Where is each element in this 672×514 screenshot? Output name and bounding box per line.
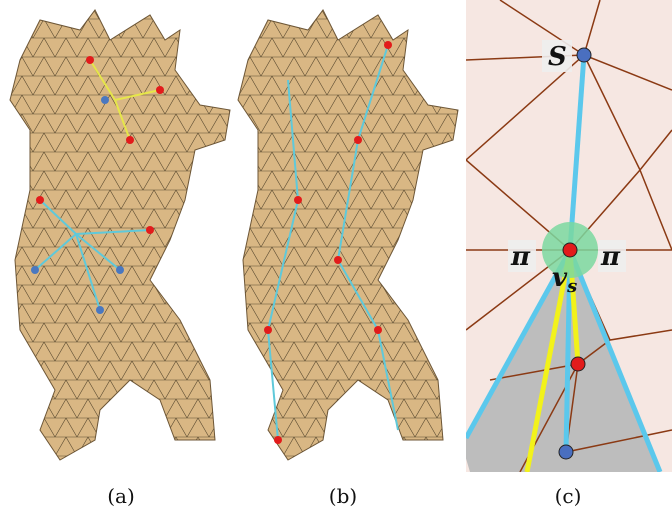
angle-label: π	[600, 242, 621, 272]
page: S π π vs (a) (b) (c) (() => { const data…	[0, 0, 672, 514]
panel-label: (b)	[329, 484, 357, 508]
figure: S π π vs (a) (b) (c)	[0, 0, 672, 514]
angle-label: π	[510, 242, 531, 272]
source-label: S	[548, 42, 567, 72]
vertex-subscript: s	[566, 276, 577, 297]
panel-label: (c)	[555, 484, 582, 508]
vertex-symbol: v	[552, 263, 568, 293]
panel-b	[238, 10, 458, 460]
panel-c: S π π vs	[462, 0, 672, 472]
panel-label: (a)	[107, 484, 135, 508]
panel-a	[10, 10, 230, 460]
